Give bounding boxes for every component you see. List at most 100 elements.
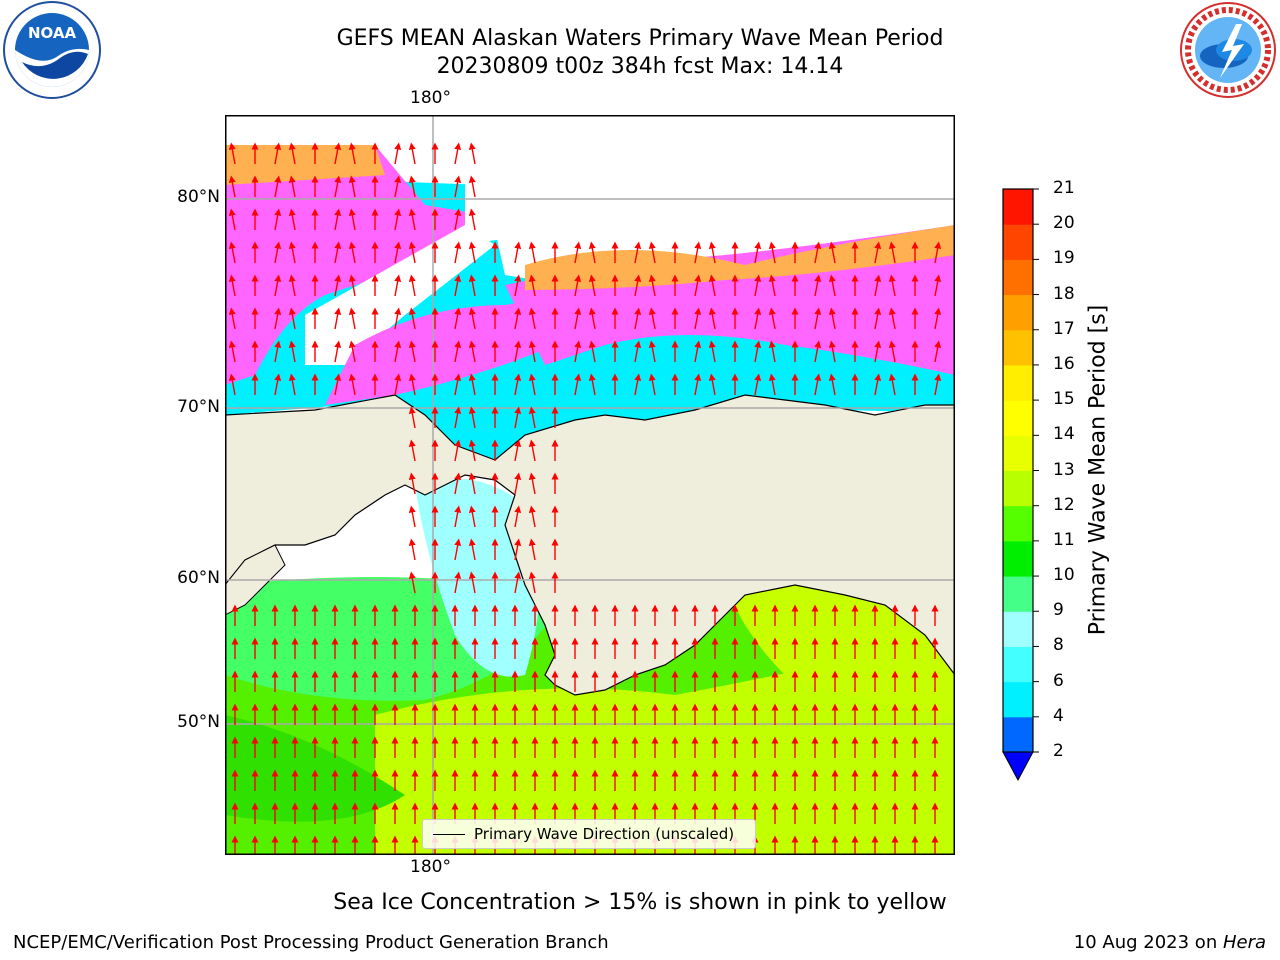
wave-vector bbox=[874, 340, 882, 363]
wave-vector bbox=[454, 373, 462, 396]
wave-vector bbox=[348, 307, 356, 330]
wave-vector bbox=[528, 340, 536, 363]
wave-vector bbox=[934, 307, 942, 330]
colorbar-tick-label: 21 bbox=[1053, 178, 1075, 198]
wave-vector bbox=[528, 538, 536, 561]
wave-vector bbox=[408, 538, 416, 561]
wave-vector bbox=[514, 439, 522, 462]
wave-vector bbox=[708, 340, 716, 363]
wave-vector bbox=[574, 241, 582, 264]
chart-subtitle: 20230809 t00z 384h fcst Max: 14.14 bbox=[436, 54, 844, 79]
wave-vector bbox=[528, 373, 536, 396]
wave-vector bbox=[934, 340, 942, 363]
pack-ice-interior-east bbox=[465, 115, 955, 245]
wave-direction-vectors bbox=[228, 142, 942, 855]
footer-branch: NCEP/EMC/Verification Post Processing Pr… bbox=[13, 932, 609, 953]
wave-vector bbox=[454, 274, 462, 297]
wave-vector bbox=[454, 307, 462, 330]
wave-vector bbox=[408, 142, 416, 165]
wave-vector bbox=[334, 340, 342, 363]
wave-vector bbox=[648, 241, 656, 264]
wave-vector bbox=[708, 373, 716, 396]
lon-label-bottom: 180° bbox=[410, 857, 451, 877]
colorbar-tick-label: 14 bbox=[1053, 424, 1075, 445]
sea-ice-edge-west bbox=[225, 145, 385, 185]
colorbar-block bbox=[1003, 646, 1033, 683]
footer-date-text: 10 Aug 2023 on bbox=[1073, 932, 1223, 953]
wave-vector bbox=[468, 406, 476, 429]
sea-ice-footnote: Sea Ice Concentration > 15% is shown in … bbox=[333, 890, 947, 915]
colorbar-block bbox=[1003, 224, 1033, 260]
lat-label-60: 60°N bbox=[177, 568, 220, 588]
wave-vector bbox=[274, 307, 282, 330]
svg-text:NOAA: NOAA bbox=[28, 24, 77, 42]
colorbar-block bbox=[1003, 505, 1033, 542]
wave-vector bbox=[754, 307, 762, 330]
wave-vector bbox=[528, 571, 536, 594]
wave-vector bbox=[888, 340, 896, 363]
footer-host: Hera bbox=[1222, 932, 1266, 953]
wave-vector bbox=[528, 241, 536, 264]
colorbar-tick-label: 9 bbox=[1053, 600, 1064, 621]
wave-vector bbox=[228, 208, 236, 231]
wave-vector bbox=[334, 175, 342, 198]
wave-vector bbox=[454, 439, 462, 462]
colorbar-tick-label: 6 bbox=[1053, 670, 1064, 691]
colorbar-tick-label: 4 bbox=[1053, 705, 1064, 726]
wave-vector bbox=[288, 241, 296, 264]
wave-vector bbox=[754, 340, 762, 363]
wave-vector bbox=[528, 505, 536, 528]
wave-vector bbox=[468, 142, 476, 165]
wave-vector bbox=[694, 274, 702, 297]
wave-vector bbox=[588, 340, 596, 363]
wave-vector bbox=[934, 373, 942, 396]
wave-vector bbox=[394, 142, 402, 165]
sea-ice-edge-east bbox=[525, 225, 955, 290]
wave-vector bbox=[274, 175, 282, 198]
map-frame bbox=[225, 115, 955, 855]
wave-vector bbox=[334, 241, 342, 264]
colorbar-under-arrow bbox=[1002, 751, 1034, 782]
wave-vector bbox=[348, 208, 356, 231]
wave-vector bbox=[288, 142, 296, 165]
wave-vector bbox=[828, 340, 836, 363]
wave-vector bbox=[588, 241, 596, 264]
colorbar-tick-label: 19 bbox=[1053, 248, 1075, 269]
wave-vector bbox=[648, 340, 656, 363]
wave-vector bbox=[468, 439, 476, 462]
colorbar-block bbox=[1003, 435, 1033, 471]
pack-ice-interior-west bbox=[305, 225, 495, 365]
colorbar-block bbox=[1003, 470, 1033, 507]
wave-vector bbox=[348, 274, 356, 297]
wave-vector bbox=[228, 142, 236, 165]
wave-vector bbox=[528, 274, 536, 297]
colorbar-block bbox=[1003, 681, 1033, 718]
sea-ice-west bbox=[225, 145, 485, 385]
wave-vector bbox=[888, 307, 896, 330]
wave-vector bbox=[394, 175, 402, 198]
wave-vector bbox=[408, 340, 416, 363]
legend-label: Primary Wave Direction (unscaled) bbox=[474, 825, 735, 843]
wave-vector bbox=[454, 472, 462, 495]
lat-label-80: 80°N bbox=[177, 187, 220, 207]
colorbar-block bbox=[1003, 716, 1033, 753]
colorbar-block bbox=[1003, 259, 1033, 296]
wave-vector bbox=[454, 175, 462, 198]
colorbar-block bbox=[1003, 189, 1033, 225]
wave-vector bbox=[228, 274, 236, 297]
wave-vector bbox=[334, 307, 342, 330]
colorbar-tick-label: 8 bbox=[1053, 635, 1064, 656]
wave-vector bbox=[288, 373, 296, 396]
wave-vector bbox=[408, 241, 416, 264]
wave-vector bbox=[514, 505, 522, 528]
wave-vector bbox=[694, 340, 702, 363]
wave-vector bbox=[768, 340, 776, 363]
wave-vector bbox=[288, 307, 296, 330]
wave-vector bbox=[228, 241, 236, 264]
wave-vector bbox=[408, 406, 416, 429]
wave-vector bbox=[274, 241, 282, 264]
wave-vector bbox=[408, 208, 416, 231]
colorbar-tick-label: 15 bbox=[1053, 389, 1075, 410]
colorbar-tick-label: 2 bbox=[1053, 741, 1064, 761]
wave-vector bbox=[468, 340, 476, 363]
